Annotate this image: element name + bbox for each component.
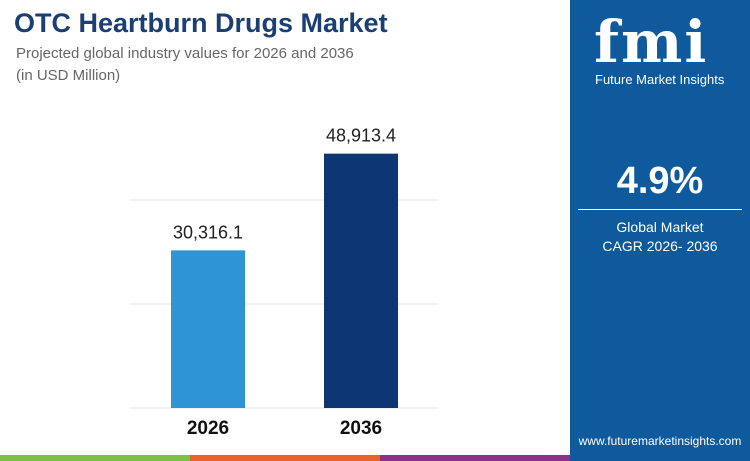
cagr-label: Global Market [616,219,704,235]
cagr-period: CAGR 2026- 2036 [602,238,718,254]
data-label: 48,913.4 [326,126,396,146]
brand-name: Future Market Insights [595,72,725,87]
sidebar-panel: fmi Future Market Insights 4.9% Global M… [570,0,750,461]
bar-2026 [171,250,245,408]
fmi-logo: fmi [594,8,709,76]
chart-title: OTC Heartburn Drugs Market [14,8,388,38]
unit-label: (in USD Million) [16,67,121,84]
data-label: 30,316.1 [173,222,243,242]
x-tick-label: 2026 [187,418,229,439]
x-tick-label: 2036 [340,418,382,439]
website-link[interactable]: www.futuremarketinsights.com [578,434,742,448]
cagr-value: 4.9% [616,160,704,202]
stripe-purple [380,455,570,461]
stripe-green [0,455,190,461]
bar-2036 [324,153,398,408]
stripe-orange [190,455,380,461]
chart-subtitle: Projected global industry values for 202… [16,45,354,62]
bar-chart: 30,316.1 2026 48,913.4 2036 [130,126,438,439]
divider [578,209,742,210]
